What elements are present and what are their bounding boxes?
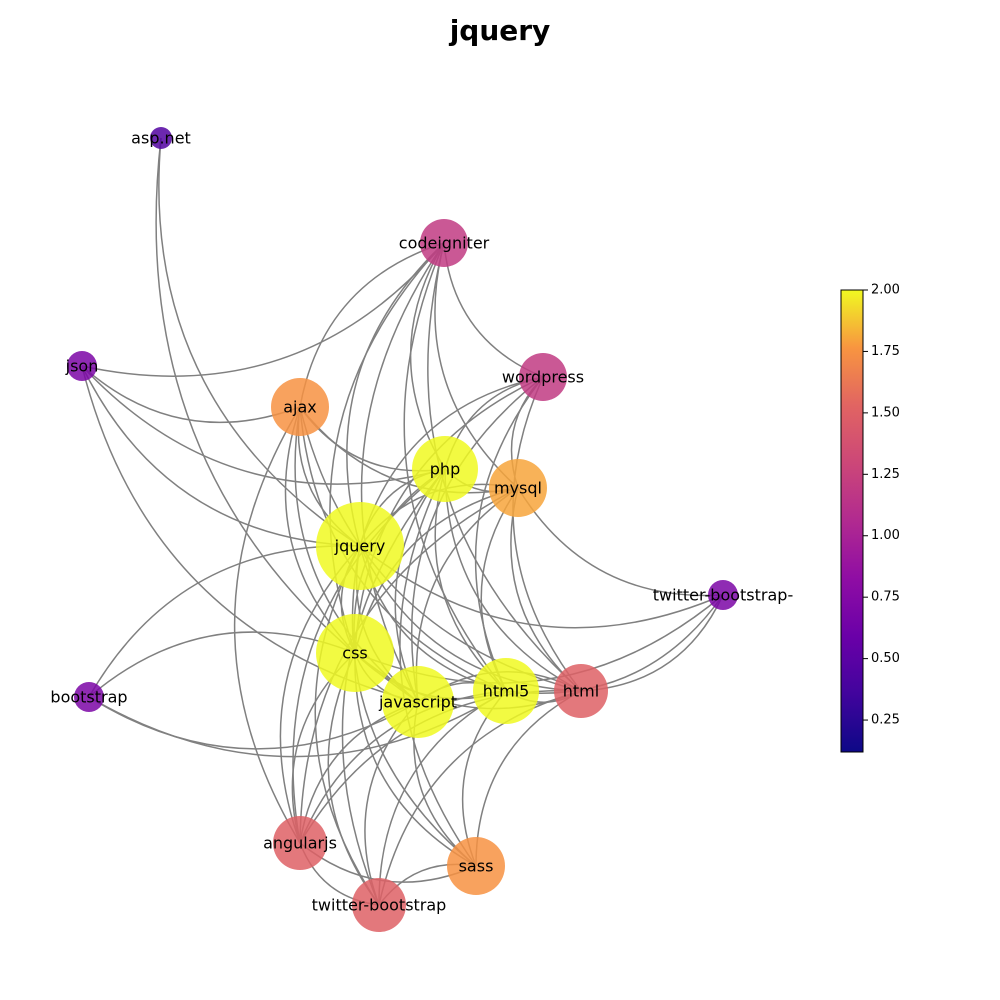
nodes-layer — [67, 127, 738, 932]
node-label-javascript: javascript — [378, 693, 457, 712]
node-ajax — [271, 378, 329, 436]
graph-title: jquery — [449, 14, 551, 47]
node-angularjs — [273, 816, 327, 870]
node-label-codeigniter: codeigniter — [399, 234, 490, 253]
node-label-ajax: ajax — [283, 398, 317, 417]
node-label-html: html — [563, 682, 599, 701]
node-label-twitter-bootstrap-: twitter-bootstrap- — [653, 586, 793, 605]
edge-php-html — [444, 468, 582, 692]
node-sass — [447, 837, 505, 895]
edges-layer — [81, 137, 724, 906]
node-label-angularjs: angularjs — [263, 834, 337, 853]
colorbar-tick-label: 1.75 — [871, 344, 900, 359]
node-php — [412, 436, 478, 502]
colorbar-tick-label: 2.00 — [871, 283, 900, 298]
edge-jquery-bootstrap — [88, 545, 361, 698]
edge-html5-twitter-bootstrap- — [505, 594, 724, 694]
edge-json-codeigniter — [81, 242, 445, 377]
edge-jquery-sass — [351, 545, 477, 867]
node-html5 — [473, 658, 539, 724]
edge-wordpress-javascript — [411, 376, 544, 703]
colorbar-tick-label: 1.25 — [871, 467, 900, 482]
colorbar: 0.25 0.50 0.75 1.00 1.25 1.50 1.75 2.00 — [840, 283, 900, 753]
edge-html5-twitter-bootstrap — [378, 690, 507, 906]
edge-codeigniter-mysql — [434, 242, 519, 489]
colorbar-bar — [840, 289, 864, 753]
edge-jquery-twitter-bootstrap — [314, 545, 380, 906]
colorbar-tick-label: 0.25 — [871, 713, 900, 728]
edge-json-ajax — [81, 365, 301, 424]
edge-codeigniter-html5 — [403, 242, 507, 692]
colorbar-tick-label: 0.75 — [871, 590, 900, 605]
node-codeigniter — [420, 219, 468, 267]
edge-ajax-mysql — [299, 406, 519, 494]
colorbar-tick-label: 0.50 — [871, 651, 900, 666]
edge-jquery-twitter-bootstrap- — [359, 545, 724, 629]
edge-jquery-angularjs — [279, 545, 361, 844]
node-mysql — [489, 459, 547, 517]
node-bootstrap — [74, 682, 104, 712]
node-html — [554, 664, 608, 718]
node-label-css: css — [342, 644, 367, 663]
node-label-php: php — [430, 460, 460, 479]
edge-codeigniter-wordpress — [443, 242, 544, 378]
node-jquery — [316, 502, 404, 590]
edge-json-jquery — [81, 365, 361, 547]
edge-codeigniter-css — [329, 242, 445, 654]
node-twitter-bootstrap — [352, 878, 406, 932]
edge-codeigniter-jquery — [346, 242, 445, 547]
node-label-wordpress: wordpress — [502, 368, 584, 387]
labels-layer: asp.net codeigniter json wordpress ajax php my… — [50, 129, 793, 915]
colorbar-tick-label: 1.00 — [871, 528, 900, 543]
edge-codeigniter-ajax — [299, 242, 445, 408]
colorbar-tick-label: 1.50 — [871, 405, 900, 420]
edge-html5-angularjs — [299, 690, 507, 844]
edge-html-twitter-bootstrap — [378, 690, 582, 906]
edge-wordpress-html — [512, 376, 582, 692]
edge-wordpress-html5 — [474, 376, 544, 692]
node-label-bootstrap: bootstrap — [50, 688, 127, 707]
edge-mysql-twitter-bootstrap- — [517, 487, 724, 597]
node-label-mysql: mysql — [494, 479, 542, 498]
node-label-jquery: jquery — [334, 537, 386, 556]
node-asp.net — [150, 127, 172, 149]
edge-bootstrap-html5 — [88, 690, 507, 758]
node-twitter-bootstrap- — [708, 580, 738, 610]
edge-ajax-angularjs — [233, 406, 301, 844]
edge-asp.net-jquery — [158, 137, 361, 547]
node-label-twitter-bootstrap: twitter-bootstrap — [312, 896, 447, 915]
node-wordpress — [519, 353, 567, 401]
node-label-asp.net: asp.net — [131, 129, 191, 148]
node-label-sass: sass — [459, 857, 494, 876]
edge-css-bootstrap — [88, 631, 356, 698]
edge-mysql-html — [510, 487, 582, 692]
node-css — [316, 614, 394, 692]
node-javascript — [382, 666, 454, 738]
node-label-html5: html5 — [483, 682, 530, 701]
node-label-json: json — [65, 357, 99, 376]
edge-wordpress-css — [354, 376, 544, 654]
node-json — [67, 351, 97, 381]
